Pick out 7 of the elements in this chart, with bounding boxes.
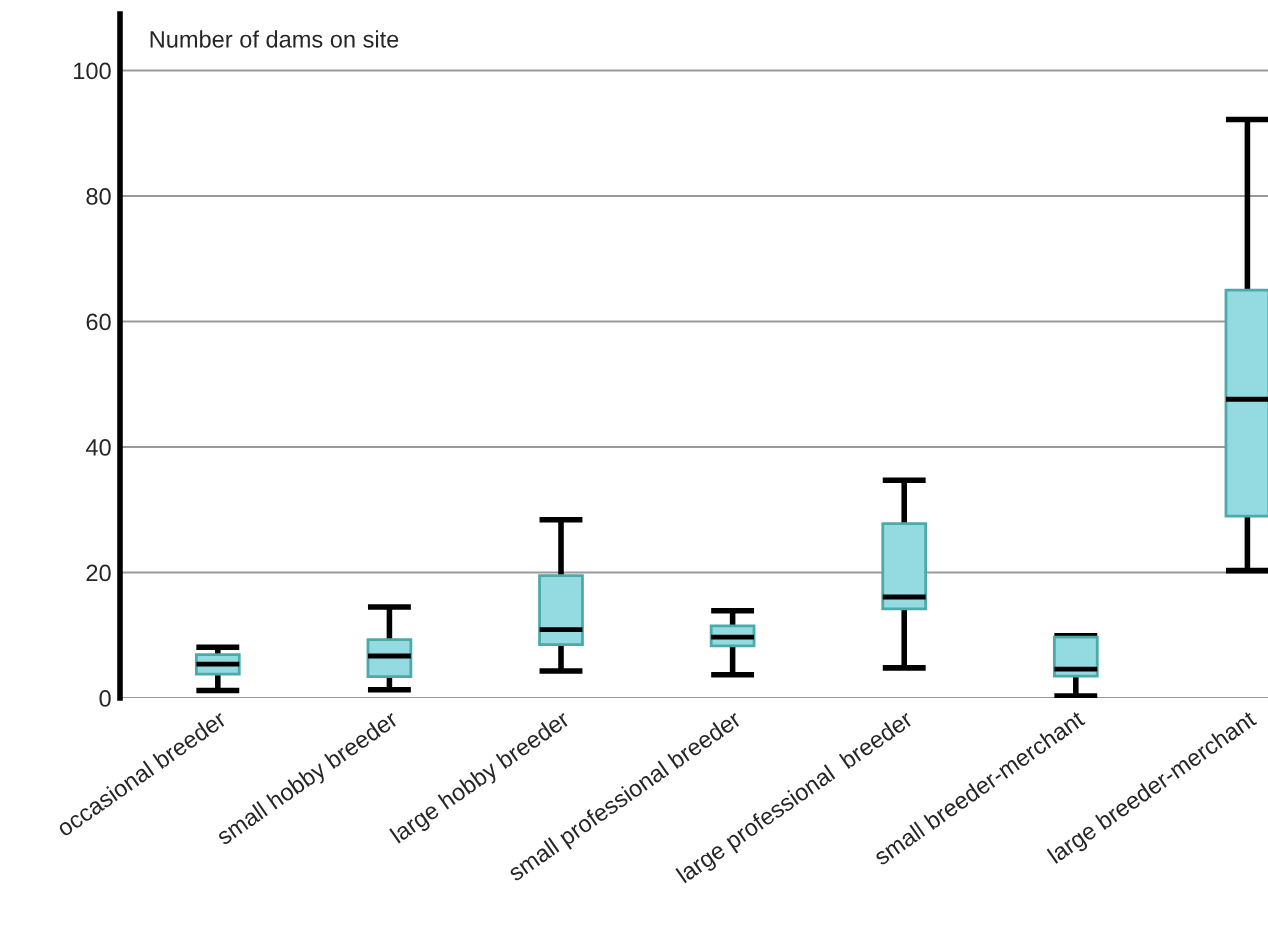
y-tick-label: 60 [86,313,111,331]
y-tick-label: 20 [86,564,111,582]
y-tick-label: 100 [74,62,111,80]
y-axis-title: Number of dams on site [150,30,399,48]
y-tick-label: 80 [86,188,111,205]
y-tick-label: 0 [99,690,111,707]
y-tick-label: 40 [85,439,111,456]
